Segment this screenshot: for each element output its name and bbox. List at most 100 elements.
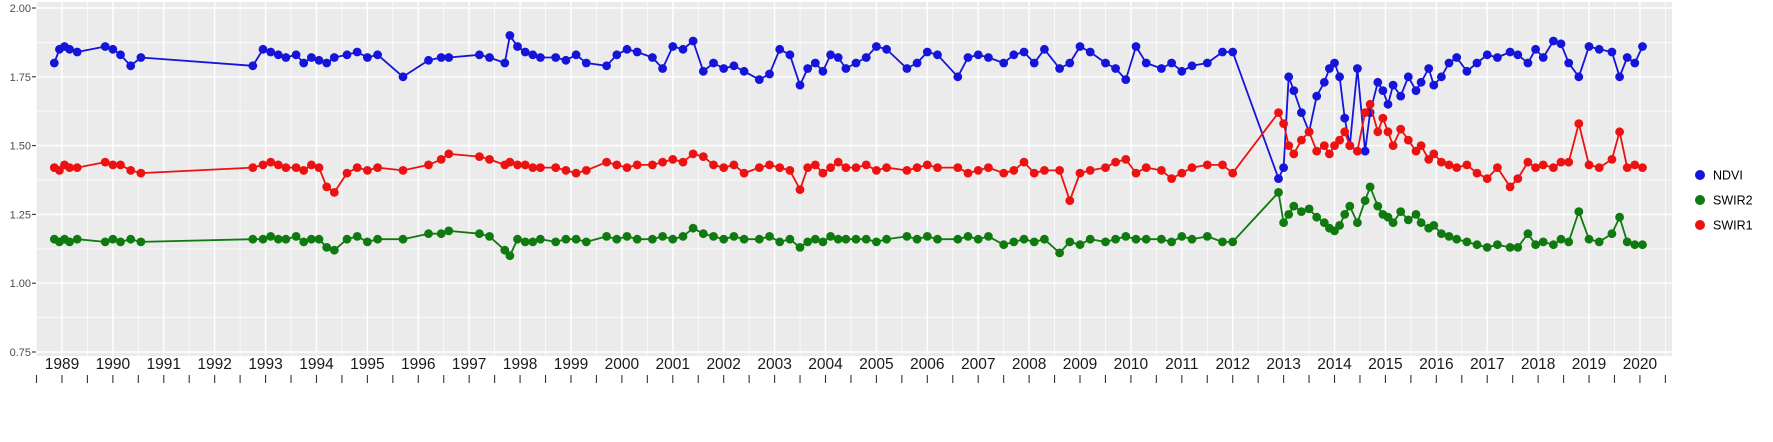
data-point-NDVI xyxy=(1437,72,1446,82)
data-point-SWIR1 xyxy=(1482,174,1492,184)
data-point-NDVI xyxy=(803,64,813,73)
data-point-NDVI xyxy=(678,44,688,54)
data-point-SWIR2 xyxy=(1630,240,1640,250)
data-point-SWIR2 xyxy=(851,234,861,244)
data-point-NDVI xyxy=(520,47,530,57)
data-point-NDVI xyxy=(126,61,136,71)
data-point-SWIR1 xyxy=(1029,168,1039,178)
legend-swatch-NDVI xyxy=(1695,170,1705,180)
legend-swatch-SWIR2 xyxy=(1695,195,1705,205)
data-point-SWIR1 xyxy=(1383,127,1393,137)
data-point-SWIR2 xyxy=(1472,240,1482,250)
data-point-SWIR2 xyxy=(1607,229,1617,239)
data-point-SWIR2 xyxy=(861,234,871,244)
data-point-SWIR1 xyxy=(765,160,774,170)
data-point-SWIR1 xyxy=(1403,135,1413,145)
data-point-SWIR2 xyxy=(1513,243,1523,252)
data-point-NDVI xyxy=(1513,50,1523,60)
data-point-SWIR2 xyxy=(100,237,110,247)
data-point-SWIR2 xyxy=(116,237,125,247)
data-point-SWIR2 xyxy=(1177,232,1187,241)
data-point-NDVI xyxy=(1538,53,1548,62)
data-point-NDVI xyxy=(1019,47,1029,57)
x-tick-label: 2020 xyxy=(1623,356,1658,373)
data-point-SWIR1 xyxy=(1615,127,1624,137)
data-point-NDVI xyxy=(1630,58,1640,68)
data-point-SWIR1 xyxy=(1396,124,1406,134)
data-point-SWIR1 xyxy=(1531,163,1540,173)
data-point-SWIR1 xyxy=(1319,141,1329,151)
data-point-SWIR1 xyxy=(1388,141,1398,151)
data-point-NDVI xyxy=(1085,47,1095,57)
data-point-SWIR1 xyxy=(1594,163,1604,173)
x-tick-label: 2016 xyxy=(1419,356,1453,373)
data-point-SWIR1 xyxy=(1009,166,1019,175)
data-point-SWIR1 xyxy=(561,166,571,175)
data-point-NDVI xyxy=(1378,86,1388,95)
data-point-SWIR1 xyxy=(1538,160,1548,170)
data-point-SWIR1 xyxy=(281,163,291,173)
data-point-NDVI xyxy=(851,58,861,68)
data-point-SWIR2 xyxy=(1416,218,1426,228)
data-point-SWIR2 xyxy=(1365,182,1375,192)
data-point-SWIR1 xyxy=(266,157,276,167)
data-point-SWIR2 xyxy=(739,234,749,244)
data-point-SWIR2 xyxy=(1360,196,1370,206)
data-point-NDVI xyxy=(299,58,309,68)
data-point-SWIR1 xyxy=(1085,166,1095,175)
data-point-SWIR2 xyxy=(922,232,932,241)
data-point-SWIR1 xyxy=(833,157,843,167)
data-point-SWIR2 xyxy=(622,232,632,241)
x-tick-label: 1997 xyxy=(452,356,486,373)
data-point-SWIR2 xyxy=(1482,243,1492,252)
data-point-SWIR2 xyxy=(775,237,785,247)
data-point-NDVI xyxy=(1416,77,1426,87)
data-point-NDVI xyxy=(1340,113,1350,123)
data-point-SWIR2 xyxy=(612,234,622,244)
data-point-NDVI xyxy=(1111,64,1120,73)
data-point-SWIR1 xyxy=(1472,168,1482,178)
data-point-SWIR1 xyxy=(1167,174,1176,184)
data-point-SWIR2 xyxy=(299,237,309,247)
data-point-SWIR1 xyxy=(1101,163,1110,173)
data-point-NDVI xyxy=(1622,53,1632,62)
data-point-NDVI xyxy=(1360,146,1370,156)
data-point-SWIR2 xyxy=(398,234,408,244)
data-point-SWIR2 xyxy=(1121,232,1131,241)
data-point-NDVI xyxy=(602,61,611,71)
data-point-NDVI xyxy=(436,53,446,62)
data-point-SWIR1 xyxy=(1365,99,1375,109)
data-point-SWIR2 xyxy=(1437,229,1446,239)
data-point-SWIR2 xyxy=(1085,234,1095,244)
data-point-NDVI xyxy=(273,50,283,60)
data-point-SWIR2 xyxy=(1289,201,1299,211)
data-point-SWIR1 xyxy=(709,160,718,170)
data-point-NDVI xyxy=(1040,44,1049,54)
data-point-SWIR1 xyxy=(872,166,881,175)
data-point-SWIR2 xyxy=(1019,234,1029,244)
data-point-NDVI xyxy=(1383,99,1393,109)
data-point-NDVI xyxy=(719,64,729,73)
data-point-SWIR1 xyxy=(551,163,561,173)
data-point-SWIR2 xyxy=(933,234,942,244)
data-point-SWIR2 xyxy=(520,237,530,247)
data-point-SWIR2 xyxy=(648,234,657,244)
data-point-SWIR1 xyxy=(1452,163,1462,173)
data-point-SWIR1 xyxy=(1131,168,1141,178)
x-tick-label: 2007 xyxy=(961,356,995,373)
data-point-SWIR2 xyxy=(329,245,339,255)
data-point-SWIR1 xyxy=(1325,149,1334,159)
data-point-SWIR2 xyxy=(729,232,739,241)
data-point-SWIR1 xyxy=(826,163,835,173)
data-point-SWIR1 xyxy=(1462,160,1472,170)
x-tick-label: 2011 xyxy=(1165,356,1198,373)
x-tick-label: 1991 xyxy=(147,356,181,373)
data-point-SWIR1 xyxy=(1340,127,1350,137)
data-point-SWIR2 xyxy=(1228,237,1238,247)
data-point-NDVI xyxy=(1556,39,1566,49)
data-point-SWIR1 xyxy=(258,160,268,170)
data-point-NDVI xyxy=(1531,44,1540,54)
data-point-NDVI xyxy=(258,44,268,54)
data-point-SWIR1 xyxy=(322,182,332,192)
data-point-NDVI xyxy=(551,53,561,62)
